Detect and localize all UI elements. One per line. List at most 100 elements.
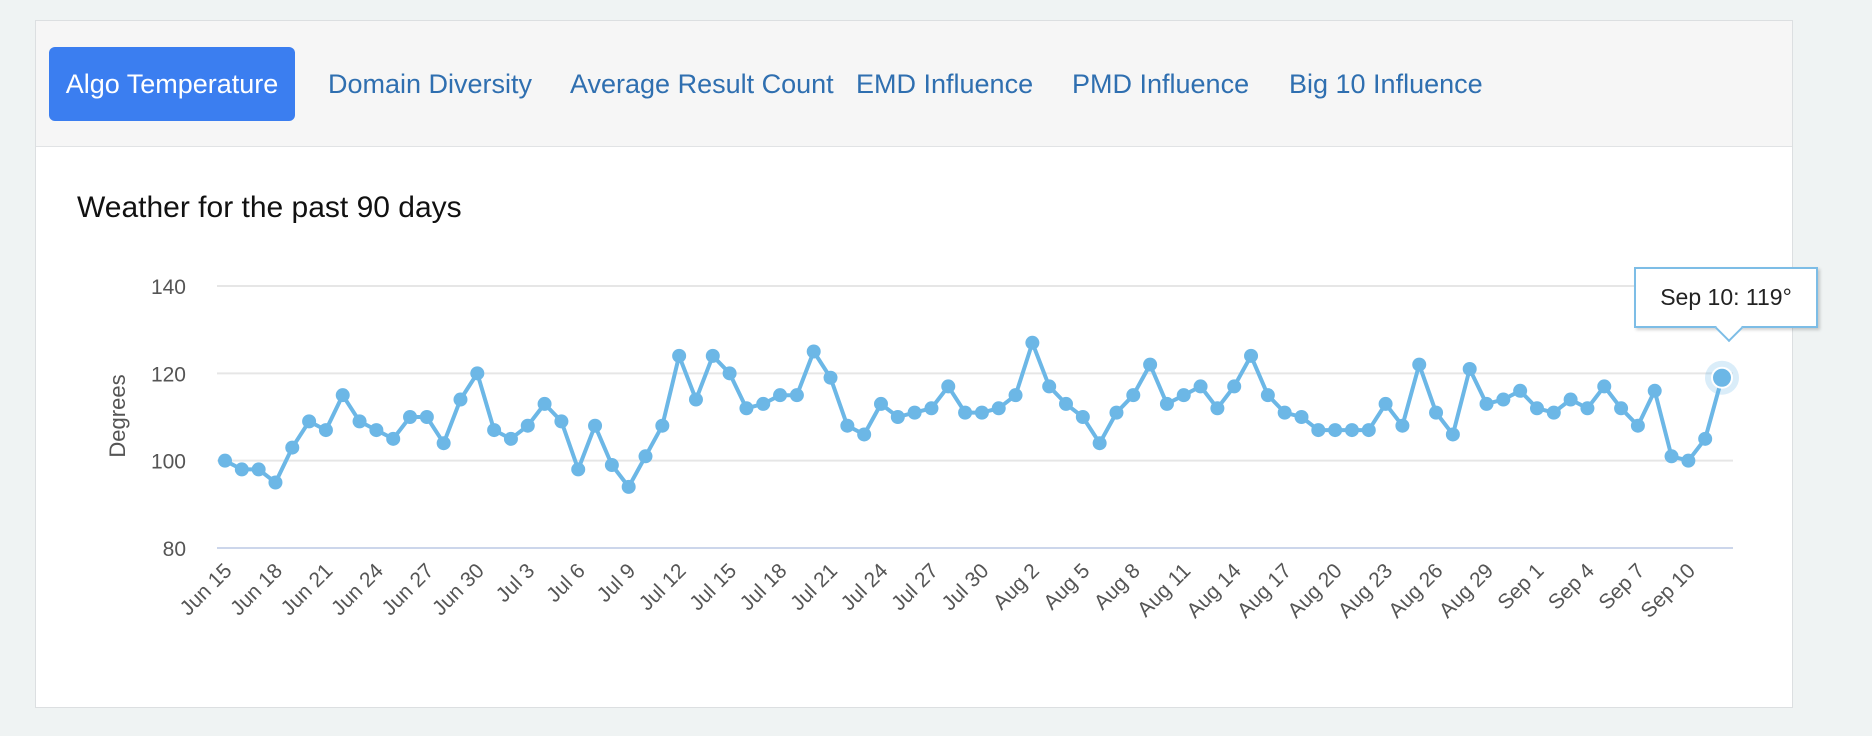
data-point [1059, 396, 1074, 411]
tab-average-result-count[interactable]: Average Result Count [570, 69, 834, 99]
data-point [1008, 388, 1023, 403]
data-point [638, 449, 653, 464]
data-point [1294, 410, 1309, 424]
x-tick-label: Jul 3 [492, 559, 540, 607]
tab-bar: Algo Temperature Domain Diversity Averag… [36, 21, 1792, 147]
data-point [705, 348, 720, 363]
data-point [1143, 357, 1158, 372]
data-point [1210, 401, 1225, 416]
data-point [386, 431, 401, 446]
data-point [890, 410, 905, 424]
data-point [218, 453, 232, 468]
x-tick-label: Aug 29 [1435, 559, 1498, 622]
x-tick-label: Jul 9 [593, 559, 641, 607]
data-point [604, 458, 619, 473]
data-point [1075, 410, 1090, 424]
tab-domain-diversity[interactable]: Domain Diversity [328, 69, 533, 99]
data-point [1479, 396, 1494, 411]
data-point [1563, 392, 1578, 407]
data-point [1445, 427, 1460, 442]
tab-big-10-influence[interactable]: Big 10 Influence [1289, 69, 1483, 99]
x-tick-label: Jun 27 [378, 559, 439, 620]
data-point [1176, 388, 1191, 403]
data-point [1597, 379, 1612, 394]
data-point [840, 418, 855, 433]
x-tick-label: Jun 18 [226, 559, 287, 620]
data-point [1529, 401, 1544, 416]
x-tick-label: Aug 26 [1384, 559, 1447, 622]
y-tick-label: 100 [151, 451, 186, 474]
data-point [1193, 379, 1208, 394]
data-point [1698, 431, 1713, 446]
tab-pmd-influence[interactable]: PMD Influence [1072, 69, 1250, 99]
data-point [773, 388, 788, 403]
data-point [436, 436, 451, 451]
data-point [1042, 379, 1057, 394]
data-point [1412, 357, 1427, 372]
data-point [234, 462, 249, 477]
x-tick-label: Jun 15 [176, 559, 237, 620]
data-point [1395, 418, 1410, 433]
data-point [1711, 366, 1733, 389]
data-point [873, 396, 888, 411]
data-point [1614, 401, 1629, 416]
data-point [1546, 405, 1561, 420]
x-tick-label: Jul 12 [635, 559, 691, 615]
y-tick-label: 80 [163, 538, 186, 561]
data-point [924, 401, 939, 416]
y-axis-label: Degrees [105, 374, 130, 457]
data-point [554, 414, 569, 429]
data-point [335, 388, 350, 403]
data-point [756, 396, 771, 411]
x-tick-label: Sep 1 [1493, 559, 1548, 614]
data-point [1092, 436, 1107, 451]
data-point [1630, 418, 1645, 433]
data-point [958, 405, 973, 420]
data-point [907, 405, 922, 420]
data-point [487, 423, 502, 438]
data-point [1378, 396, 1393, 411]
data-point [1126, 388, 1141, 403]
data-point [1681, 453, 1696, 468]
data-point [1109, 405, 1124, 420]
y-tick-label: 140 [151, 276, 186, 299]
data-point [268, 475, 283, 490]
x-tick-label: Sep 4 [1544, 559, 1599, 614]
tab-algo-temperature[interactable]: Algo Temperature [49, 47, 295, 121]
data-point [655, 418, 670, 433]
data-point-tooltip: Sep 10: 119° [1634, 267, 1818, 328]
data-point [621, 479, 636, 494]
data-point [1159, 396, 1174, 411]
x-tick-label: Aug 23 [1334, 559, 1397, 622]
data-point [789, 388, 804, 403]
data-point [503, 431, 518, 446]
data-point [251, 462, 266, 477]
tab-emd-influence[interactable]: EMD Influence [856, 69, 1034, 99]
x-tick-label: Aug 5 [1039, 559, 1094, 614]
data-point [369, 423, 384, 438]
data-point [1244, 348, 1259, 363]
data-point [1227, 379, 1242, 394]
data-point [470, 366, 485, 381]
data-point [1462, 361, 1477, 376]
x-tick-label: Jun 21 [277, 559, 338, 620]
chart-card: Algo Temperature Domain Diversity Averag… [35, 20, 1793, 708]
x-tick-label: Jul 18 [736, 559, 792, 615]
x-tick-label: Aug 20 [1283, 559, 1346, 622]
data-point [1311, 423, 1326, 438]
data-point [403, 410, 418, 424]
x-tick-label: Jun 30 [428, 559, 489, 620]
data-point [806, 344, 821, 359]
chart-title: Weather for the past 90 days [77, 191, 462, 224]
x-tick-label: Jul 30 [938, 559, 994, 615]
x-tick-label: Aug 17 [1233, 559, 1296, 622]
x-tick-label: Sep 10 [1637, 559, 1700, 622]
data-point [1429, 405, 1444, 420]
data-point [1328, 423, 1343, 438]
x-tick-label: Jul 15 [685, 559, 741, 615]
data-point [588, 418, 603, 433]
data-point [722, 366, 737, 381]
x-tick-label: Aug 14 [1182, 559, 1246, 623]
data-point [302, 414, 317, 429]
